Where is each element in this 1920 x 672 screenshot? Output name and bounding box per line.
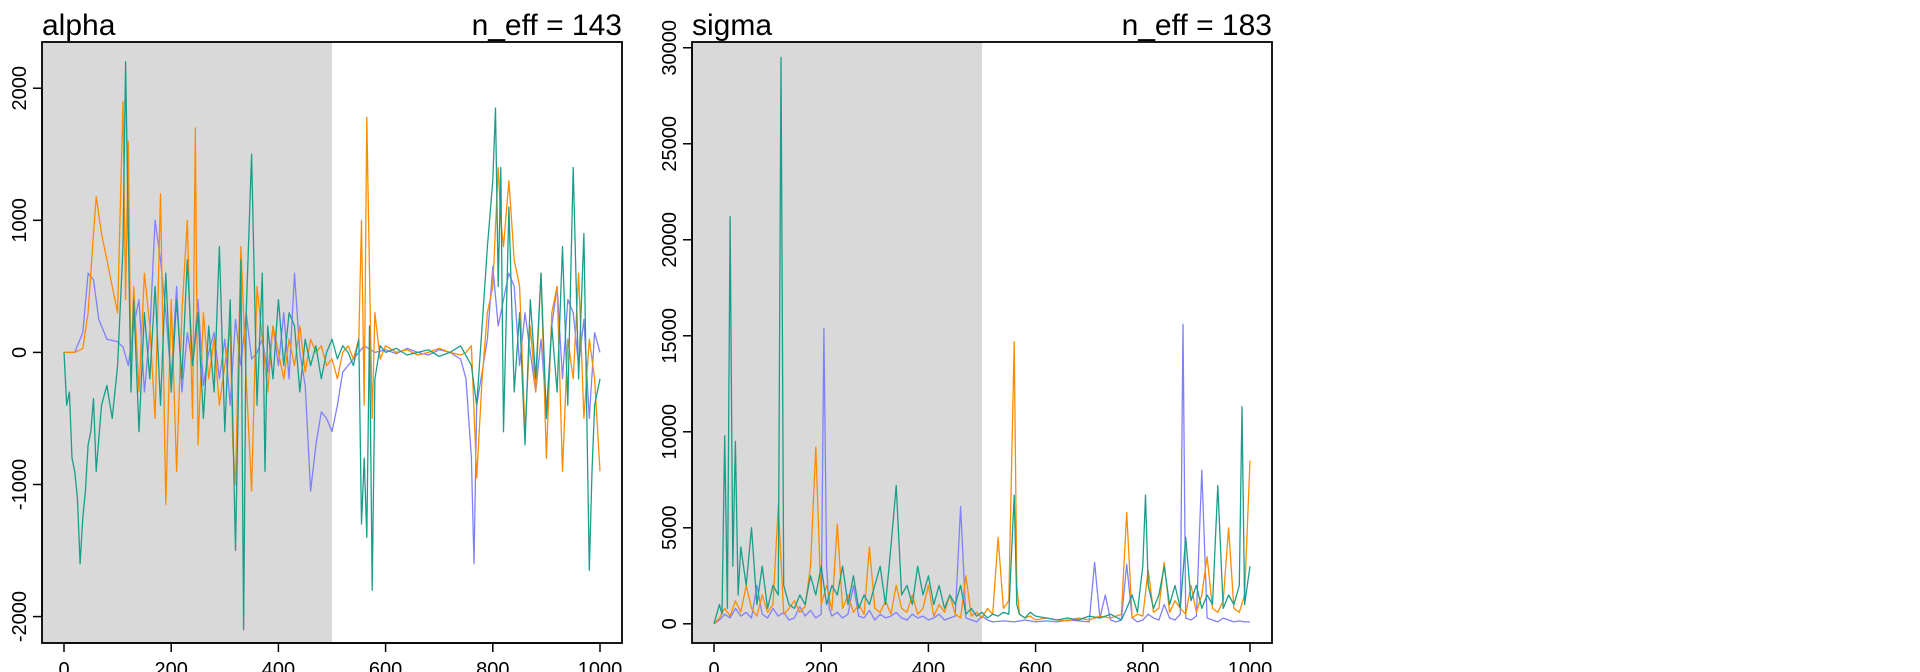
x-tick-label: 0 [58,659,69,672]
y-tick-label: -2000 [9,591,31,642]
y-tick-label: 15000 [659,308,681,364]
y-tick-label: 30000 [659,20,681,76]
x-axis-ticks: 0 200 400 600 800 1000 [58,643,622,672]
x-tick-label: 200 [155,659,188,672]
x-tick-label: 400 [912,659,945,672]
panel-alpha: 0 200 400 600 800 1000 -2000 -1000 0 1000 2000 al… [9,9,623,672]
x-tick-label: 1000 [1228,659,1273,672]
y-axis-ticks: -2000 -1000 0 1000 2000 [9,66,42,642]
x-tick-label: 800 [1126,659,1159,672]
chain-1-trace [64,219,601,565]
trace-lines [63,61,601,631]
x-tick-label: 600 [369,659,402,672]
chain-3-trace [713,56,1251,624]
y-tick-label: 1000 [9,198,31,243]
y-tick-label: 2000 [9,66,31,111]
y-tick-label: 10000 [659,404,681,460]
x-axis-ticks: 0 200 400 600 800 1000 [708,643,1272,672]
x-tick-label: 1000 [578,659,623,672]
chain-2-trace [64,100,601,505]
y-tick-label: 0 [9,347,31,358]
x-tick-label: 200 [805,659,838,672]
chain-1-trace [713,323,1250,625]
panel-title: sigma [692,9,772,42]
x-tick-label: 800 [476,659,509,672]
y-tick-label: 5000 [659,506,681,551]
n-eff-annotation: n_eff = 143 [472,9,622,42]
y-axis-ticks: 0 5000 10000 15000 20000 25000 30000 [659,20,692,629]
panel-sigma: 0 200 400 600 800 1000 0 5000 10000 15000 20000 25… [659,9,1273,672]
y-tick-label: -1000 [9,459,31,510]
warmup-region [692,42,982,643]
x-tick-label: 400 [262,659,295,672]
n-eff-annotation: n_eff = 183 [1122,9,1272,42]
panel-title: alpha [42,9,116,42]
y-tick-label: 20000 [659,212,681,268]
y-tick-label: 25000 [659,116,681,172]
y-tick-label: 0 [659,618,681,629]
chain-3-trace [63,61,601,631]
x-tick-label: 600 [1019,659,1052,672]
x-tick-label: 0 [708,659,719,672]
trace-lines [713,56,1251,625]
